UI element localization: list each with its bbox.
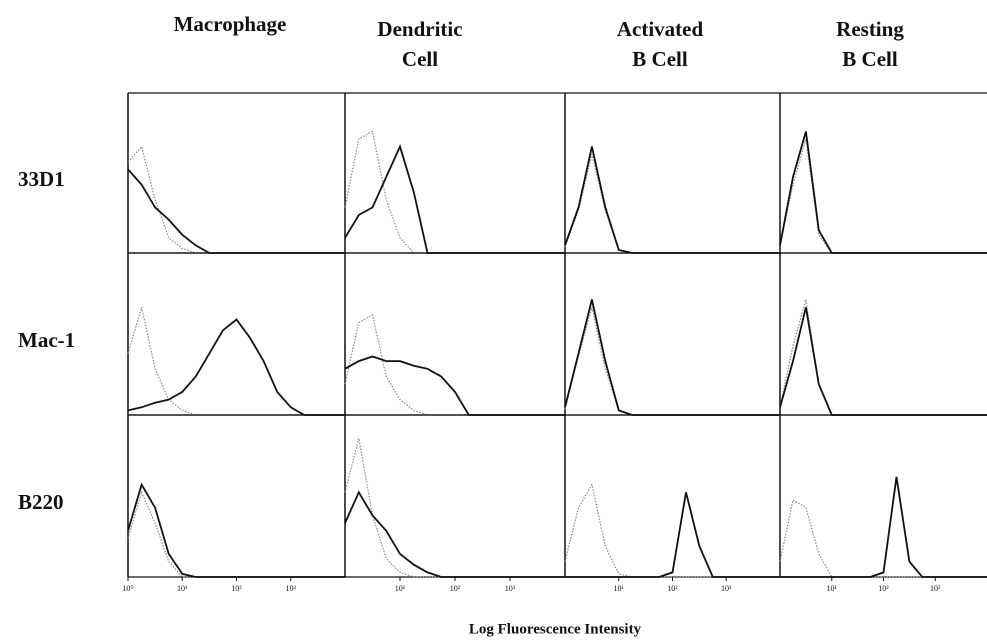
x-tick-label: 10² <box>450 584 461 593</box>
histogram-line <box>344 313 565 416</box>
histogram-line <box>779 299 987 416</box>
histogram-line <box>779 138 987 254</box>
column-header: Cell <box>402 47 438 71</box>
histogram-line <box>344 355 565 416</box>
histogram-line <box>127 318 345 416</box>
x-tick-label: 10¹ <box>827 584 838 593</box>
histogram-line <box>564 307 780 416</box>
x-tick-label: 10³ <box>721 584 732 593</box>
histogram-line <box>127 307 345 416</box>
row-label: Mac-1 <box>18 328 75 352</box>
x-tick-label: 10³ <box>286 584 297 593</box>
column-header: Dendritic <box>377 17 462 41</box>
x-tick-label: 10² <box>231 584 242 593</box>
column-header: Macrophage <box>174 12 287 36</box>
histogram-line <box>344 130 565 254</box>
x-tick-label: 10³ <box>930 584 941 593</box>
histogram-line <box>127 145 345 254</box>
histogram-line <box>780 476 987 578</box>
histogram-line <box>564 146 780 254</box>
x-tick-label: 10¹ <box>395 584 406 593</box>
x-tick-label: 10¹ <box>614 584 625 593</box>
histogram-line <box>779 499 987 578</box>
histogram-line <box>127 168 345 254</box>
histogram-line <box>344 490 565 578</box>
histogram-line <box>127 490 345 578</box>
row-label: B220 <box>18 490 64 514</box>
x-tick-label: 10³ <box>505 584 516 593</box>
histogram-line <box>779 306 987 416</box>
x-tick-label: 10² <box>878 584 889 593</box>
x-tick-label: 10⁰ <box>122 584 133 593</box>
column-header: Resting <box>836 17 904 41</box>
histogram-line <box>344 144 565 254</box>
histogram-line <box>127 482 345 578</box>
x-axis-label: Log Fluorescence Intensity <box>469 621 642 637</box>
histogram-line <box>344 438 565 578</box>
histogram-line <box>564 482 780 578</box>
column-header: B Cell <box>842 47 898 71</box>
x-tick-label: 10² <box>667 584 678 593</box>
column-header: B Cell <box>632 47 688 71</box>
histogram-line <box>564 299 780 416</box>
row-label: 33D1 <box>18 167 65 191</box>
histogram-line <box>779 131 987 254</box>
histogram-line <box>565 492 780 578</box>
x-tick-label: 10¹ <box>177 584 188 593</box>
column-header: Activated <box>617 17 704 41</box>
